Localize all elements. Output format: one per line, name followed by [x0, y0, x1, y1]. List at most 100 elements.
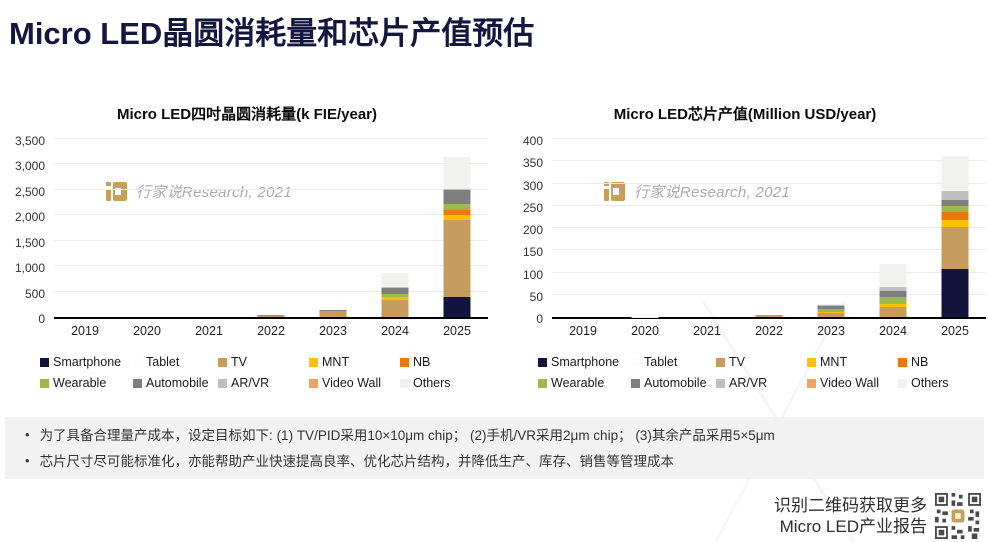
y-tick-label: 1,000 [14, 261, 45, 276]
legend-item-tablet: Tablet [631, 355, 716, 369]
legend-item-automobile: Automobile [631, 376, 716, 390]
legend-swatch [631, 378, 640, 388]
legend-label: Tablet [146, 355, 180, 369]
gridline [552, 160, 986, 162]
legend-swatch [538, 357, 547, 367]
x-tick-label: 2019 [71, 324, 99, 338]
legend-swatch [218, 357, 227, 367]
legend-swatch [898, 378, 907, 388]
legend-item-tv: TV [218, 355, 309, 369]
gridline [552, 227, 986, 228]
bar-2024 [879, 264, 907, 317]
y-tick-label: 300 [522, 178, 543, 193]
plot-area: 行家说Research, 2021 [54, 138, 488, 319]
legend-label: AR/VR [231, 376, 270, 390]
bar-2025 [941, 156, 969, 317]
legend-swatch [40, 378, 49, 388]
legend-item-mnt: MNT [309, 355, 400, 369]
note-text: 为了具备合理量产成本，设定目标如下: (1) TV/PID采用10×10μm c… [39, 428, 775, 443]
bar-segment-tv [257, 315, 285, 317]
notes-band: • 为了具备合理量产成本，设定目标如下: (1) TV/PID采用10×10μm… [5, 417, 984, 479]
footer: 识别二维码获取更多 Micro LED产业报告 [774, 493, 981, 539]
x-tick-label: 2021 [195, 324, 223, 338]
y-axis: 0 500 1,000 1,500 2,000 2,500 3,000 3,500 [6, 134, 54, 326]
wafer-consumption-chart: Micro LED四吋晶圆消耗量(k FIE/year) 0 500 1,000 1,… [6, 103, 488, 390]
gridline [54, 265, 488, 267]
legend-label: Wearable [53, 376, 107, 390]
legend-label: NB [911, 355, 929, 369]
bar-segment-automobile [381, 288, 409, 295]
legend-swatch [309, 357, 318, 367]
legend-item-smartphone: Smartphone [538, 355, 631, 369]
legend-swatch [538, 378, 547, 388]
legend-swatch [400, 378, 409, 388]
x-tick-label: 2025 [941, 324, 969, 338]
bar-segment-ar-vr [817, 305, 845, 307]
bar-segment-nb [443, 209, 471, 216]
legend-swatch [40, 357, 49, 367]
note-text: 芯片尺寸尽可能标准化，亦能帮助产业快速提高良率、优化芯片结构，并降低生产、库存、… [39, 453, 675, 469]
footer-line1: 识别二维码获取更多 [774, 495, 927, 515]
bar-segment-smartphone [443, 296, 471, 317]
legend-label: Video Wall [820, 376, 880, 390]
hangjiashuo-logo-icon [604, 182, 625, 201]
bar-segment-nb [941, 212, 969, 221]
watermark-text: 行家说Research, 2021 [136, 184, 293, 201]
bar-segment-tv [443, 220, 471, 297]
legend-label: MNT [820, 355, 848, 369]
watermark: 行家说Research, 2021 [106, 181, 292, 202]
bar-2024 [381, 272, 409, 317]
bar-segment-others [817, 303, 845, 306]
y-tick-label: 2,500 [14, 184, 45, 199]
legend-label: Automobile [146, 376, 209, 390]
bar-segment-ar-vr [443, 189, 471, 191]
bar-segment-tv [319, 312, 347, 317]
chip-value-chart: Micro LED芯片产值(Million USD/year) 0 50 100 15… [504, 103, 986, 390]
gridline [552, 182, 986, 184]
chip-chart-title: Micro LED芯片产值(Million USD/year) [613, 106, 877, 123]
legend-item-video-wall: Video Wall [807, 376, 898, 390]
bar-segment-tv [755, 315, 783, 317]
bar-segment-wearable [381, 294, 409, 298]
bar-segment-automobile [879, 291, 907, 298]
legend-item-others: Others [898, 376, 986, 390]
bar-segment-ar-vr [879, 287, 907, 292]
legend-item-wearable: Wearable [538, 376, 631, 390]
charts-container: Micro LED四吋晶圆消耗量(k FIE/year) 0 500 1,000 1,… [6, 103, 987, 390]
x-axis: 2019 2020 2021 2022 2023 2024 2025 [552, 319, 986, 341]
legend-swatch [400, 357, 409, 367]
legend: Smartphone Tablet TV MNT NB Wearable Automobil… [40, 355, 488, 390]
bar-segment-automobile [319, 310, 347, 311]
legend-label: MNT [322, 355, 350, 369]
gridline [54, 214, 488, 216]
gridline [54, 138, 488, 139]
note-row: • 为了具备合理量产成本，设定目标如下: (1) TV/PID采用10×10μm… [19, 426, 966, 446]
gridline [54, 290, 488, 292]
hangjiashuo-logo-icon [106, 182, 127, 201]
bar-segment-mnt [941, 220, 969, 228]
legend-swatch [133, 357, 142, 367]
bar-2023 [319, 310, 347, 317]
y-tick-label: 500 [24, 286, 45, 301]
x-tick-label: 2021 [693, 324, 721, 338]
bar-2022 [257, 314, 285, 317]
legend-swatch [716, 357, 725, 367]
x-tick-label: 2023 [319, 324, 347, 338]
legend-label: Others [911, 376, 949, 390]
legend-swatch [218, 378, 227, 388]
bar-segment-mnt [879, 303, 907, 307]
legend-item-wearable: Wearable [40, 376, 133, 390]
y-tick-label: 400 [522, 134, 543, 148]
x-tick-label: 2022 [755, 324, 783, 338]
qr-code-icon [935, 493, 981, 539]
y-tick-label: 150 [522, 245, 543, 260]
legend-label: Video Wall [322, 376, 382, 390]
bar-segment-ar-vr [381, 287, 409, 289]
plot-area: 行家说Research, 2021 [552, 138, 986, 319]
x-tick-label: 2020 [631, 324, 659, 338]
y-tick-label: 350 [522, 156, 543, 171]
y-tick-label: 3,500 [14, 134, 45, 148]
bar-segment-wearable [319, 310, 347, 312]
legend-item-others: Others [400, 376, 488, 390]
gridline [552, 249, 986, 251]
